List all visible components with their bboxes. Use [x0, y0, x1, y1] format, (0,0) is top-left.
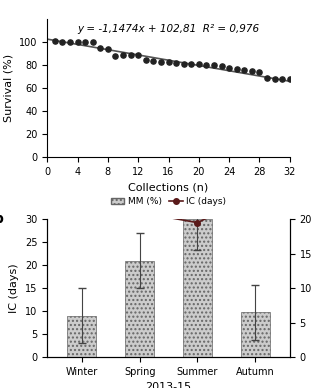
Point [143, 57, 148, 63]
Point [242, 67, 247, 73]
Point [174, 60, 179, 66]
Point [219, 63, 224, 69]
Point [234, 66, 239, 72]
Legend: MM (%), IC (days): MM (%), IC (days) [107, 193, 230, 210]
Point [158, 59, 163, 65]
Bar [183, 219, 212, 357]
Point [257, 69, 262, 75]
Text: b: b [0, 212, 4, 226]
Y-axis label: Survival (%): Survival (%) [3, 54, 14, 122]
Point [166, 59, 171, 65]
Point [196, 61, 201, 67]
Point [113, 53, 118, 59]
Point [211, 62, 216, 68]
Point [136, 52, 141, 58]
Point [227, 64, 232, 71]
Point [280, 76, 285, 82]
Y-axis label: IC (days): IC (days) [9, 263, 20, 313]
X-axis label: Collections (n): Collections (n) [129, 182, 209, 192]
X-axis label: 2013-15: 2013-15 [146, 382, 192, 388]
Point [75, 39, 80, 45]
Point [98, 45, 103, 51]
Point [151, 58, 156, 64]
Point [128, 52, 133, 58]
Point [105, 46, 111, 52]
Bar [241, 312, 270, 357]
Point [67, 39, 72, 45]
Bar [125, 260, 154, 357]
Point [83, 39, 88, 45]
Point [181, 61, 186, 67]
Point [121, 52, 126, 58]
Text: y = -1,1474x + 102,81  R² = 0,976: y = -1,1474x + 102,81 R² = 0,976 [77, 24, 260, 33]
Point [60, 39, 65, 45]
Bar [67, 315, 96, 357]
Point [272, 76, 277, 82]
Point [265, 75, 270, 81]
Point [204, 62, 209, 68]
Point [249, 68, 255, 74]
Point [90, 39, 95, 45]
Point [52, 38, 57, 44]
Point [287, 76, 292, 82]
Point [189, 61, 194, 67]
